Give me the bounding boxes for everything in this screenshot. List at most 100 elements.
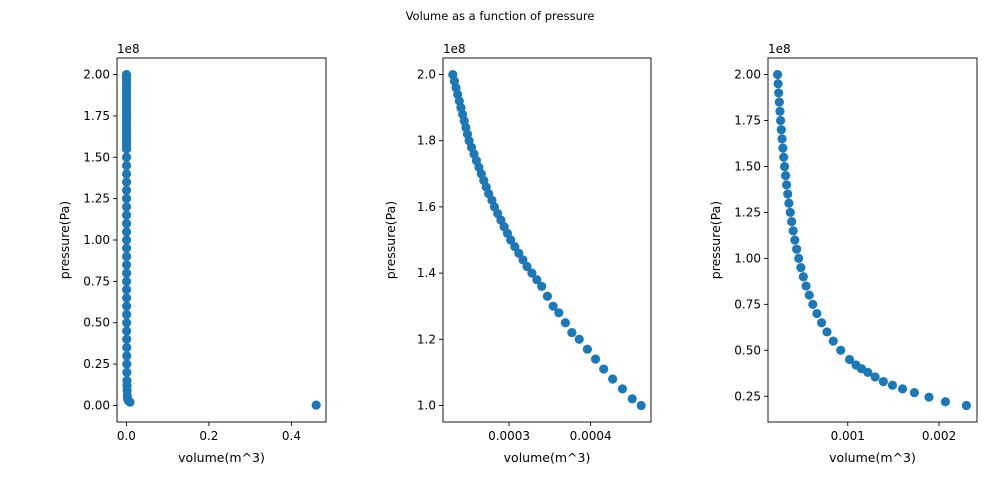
data-point [548,301,558,311]
y-tick-label: 1.2 [417,332,436,346]
data-point [790,235,800,245]
data-point [796,262,806,273]
y-tick-label: 1.8 [417,134,436,148]
y-axis-label: pressure(Pa) [708,201,723,279]
x-tick-label: 0.0003 [488,429,530,443]
data-point [125,397,135,407]
data-point [537,281,547,291]
data-point [599,364,609,374]
data-point [772,69,783,80]
data-point [122,276,132,286]
data-point [784,198,794,208]
x-axis-label: volume(m^3) [504,450,591,465]
data-point [122,359,132,369]
data-point [816,318,827,328]
data-point [909,387,919,398]
data-point [510,242,520,252]
data-point [121,243,132,253]
y-tick-label: 0.50 [83,316,110,330]
subplot-2: 0.0003 0.0004 1.0 1.2 1.4 1.6 1.8 2.0 1e8 volume(… [383,42,652,465]
y-tick-label: 1.50 [83,150,110,164]
data-point [121,152,132,162]
data-point [121,218,132,229]
data-point [863,367,873,377]
y-tick-label: 2.0 [417,68,436,82]
data-point [773,79,783,89]
data-point [870,372,880,382]
x-tick-label: 0.0 [117,429,136,443]
data-point [887,380,898,390]
y-offset-label: 1e8 [768,42,791,56]
figure-suptitle: Volume as a function of pressure [406,9,595,23]
data-point [779,152,789,162]
data-point [836,345,846,355]
y-offset-label: 1e8 [443,42,466,56]
data-point [590,354,601,364]
data-point [121,144,132,154]
data-point [822,327,832,337]
data-point [122,309,132,320]
data-point [582,344,592,354]
y-tick-label: 2.00 [83,68,110,82]
data-point [122,318,132,328]
axes-frame [442,57,652,423]
data-point [804,290,814,300]
data-point [532,275,542,285]
x-tick-label: 0.0004 [570,429,612,443]
y-axis-label: pressure(Pa) [57,201,72,279]
data-point [121,251,132,262]
data-point [122,367,132,377]
data-point [961,400,972,411]
y-tick-label: 1.4 [417,266,436,280]
y-tick-label: 0.50 [734,343,761,357]
data-point [554,308,564,318]
data-point [808,299,818,309]
data-point [774,88,784,98]
y-tick-label: 0.25 [83,357,110,371]
data-point [121,185,132,195]
data-point [778,143,788,153]
y-tick-label: 1.0 [417,398,436,412]
data-point [777,134,787,144]
data-point [122,293,132,303]
y-tick-label: 1.6 [417,200,436,214]
data-point [542,291,553,301]
y-tick-label: 1.25 [83,192,110,206]
data-point [775,106,785,116]
data-point [122,342,132,353]
y-tick-label: 0.75 [734,297,761,311]
data-point [121,260,132,270]
scatter-points [121,69,321,410]
data-point [514,248,524,258]
data-point [617,384,628,394]
y-tick-label: 1.75 [734,114,761,128]
x-axis-label: volume(m^3) [178,450,265,465]
data-point [121,202,132,212]
y-tick-label: 1.00 [83,233,110,247]
data-point [122,334,132,344]
data-point [812,308,822,319]
data-point [627,394,637,404]
data-point [121,194,132,204]
y-tick-label: 0.00 [83,398,110,412]
x-tick-label: 0.001 [831,429,865,443]
data-point [801,281,811,291]
data-point [567,328,577,338]
data-point [776,125,786,135]
data-point [560,318,570,328]
data-point [774,97,784,107]
data-point [897,384,908,394]
axes-frame [116,57,327,423]
y-tick-label: 1.75 [83,109,110,123]
y-tick-label: 1.25 [734,205,761,219]
data-point [122,326,132,336]
subplot-3: 0.001 0.002 0.25 0.50 0.75 1.00 1.25 1.50 1.75 2.… [708,42,978,465]
data-point [122,285,132,295]
data-point [798,272,808,282]
data-point [608,374,618,384]
data-point [311,400,321,410]
data-point [788,226,798,236]
data-point [122,268,132,278]
data-point [121,235,132,245]
